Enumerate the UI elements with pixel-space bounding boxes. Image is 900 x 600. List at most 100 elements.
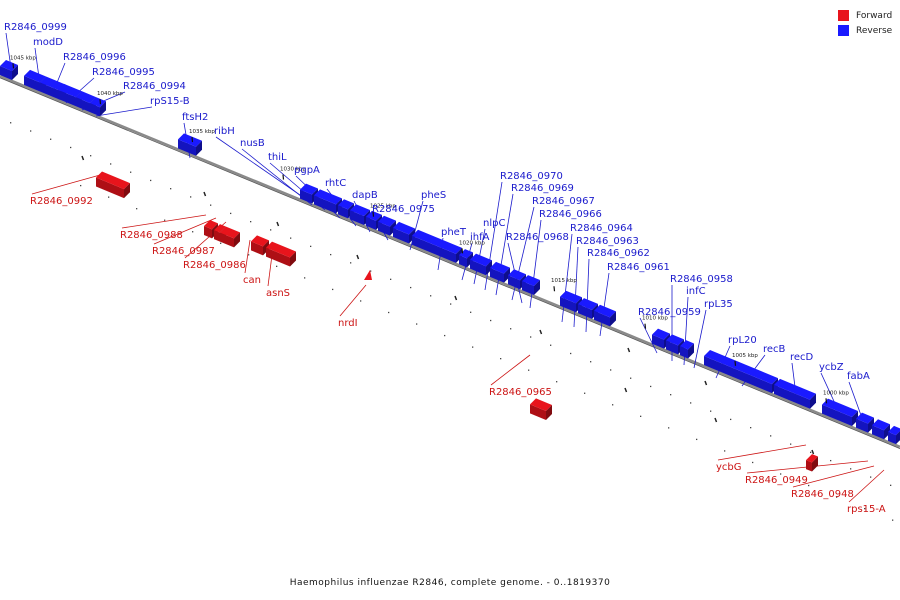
gene-rev-19[interactable] [522,275,540,296]
gene-rev-27[interactable] [774,378,816,409]
track-dot [190,196,192,198]
leader-r2846-0964 [561,233,573,323]
label-r2846-0962[interactable]: R2846_0962 [587,248,650,259]
label-ycbz[interactable]: ycbZ [819,362,844,373]
gene-rev-5[interactable] [90,97,106,117]
label-can[interactable]: can [243,275,261,286]
track-dot [850,468,852,470]
label-phet[interactable]: pheT [441,227,467,238]
leader-asns [267,254,273,287]
track-dash [704,380,708,386]
track-dot [332,288,334,291]
gene-rev-6[interactable] [178,133,202,156]
label-ribh[interactable]: ribH [214,126,235,137]
label-rhtc[interactable]: rhtC [325,178,346,189]
track-dot [450,303,452,305]
label-r2846-0986[interactable]: R2846_0986 [183,260,246,271]
track-dot [310,245,312,248]
label-faba[interactable]: fabA [847,371,870,382]
gene-fwd-5[interactable] [266,241,296,267]
track-dot [150,179,152,182]
label-nusb[interactable]: nusB [240,138,265,149]
label-recb[interactable]: recB [763,344,786,355]
track-dot [330,253,332,256]
label-r2846-0999[interactable]: R2846_0999 [4,22,67,33]
label-r2846-0988[interactable]: R2846_0988 [120,230,183,241]
track-dot [304,277,306,279]
track-dash [276,221,280,227]
track-dash [627,347,631,353]
gene-rev-28[interactable] [822,398,858,427]
label-rpl20[interactable]: rpL20 [728,335,757,346]
track-dot [500,358,502,360]
track-dot [670,394,672,396]
axis-line [0,74,900,448]
gene-rev-29[interactable] [856,412,874,433]
tick-mark [734,360,737,366]
track-dot [164,219,166,221]
label-recd[interactable]: recD [790,352,814,363]
track-dot [10,122,12,124]
gene-nrdi-marker[interactable] [364,270,372,280]
gene-fwd-0[interactable] [96,171,130,199]
label-r2846-0970[interactable]: R2846_0970 [500,171,563,182]
reverse-swatch [838,25,849,36]
label-pgpa[interactable]: pgpA [294,165,320,176]
label-nlpc[interactable]: nlpC [483,218,505,229]
leader-ycbg [717,444,807,461]
gene-rev-22[interactable] [594,304,616,327]
label-modd[interactable]: modD [33,37,63,48]
label-r2846-0958[interactable]: R2846_0958 [670,274,733,285]
label-r2846-0961[interactable]: R2846_0961 [607,262,670,273]
label-ftsh2[interactable]: ftsH2 [182,112,208,123]
label-nrdi[interactable]: nrdI [338,318,358,329]
track-dot [220,242,222,244]
gene-rev-8[interactable] [314,189,342,214]
label-r2846-0992[interactable]: R2846_0992 [30,196,93,207]
tick-label: 1025 kbp [370,204,396,210]
label-r2846-0987[interactable]: R2846_0987 [152,246,215,257]
label-infc[interactable]: infC [686,286,706,297]
strand-legend: Forward Reverse [838,8,898,38]
label-ycbg[interactable]: ycbG [716,462,742,473]
label-r2846-0949[interactable]: R2846_0949 [745,475,808,486]
label-rpl35[interactable]: rpL35 [704,299,733,310]
gene-fwd-7[interactable] [806,454,818,472]
label-r2846-0975[interactable]: R2846_0975 [372,204,435,215]
gene-rev-25[interactable] [680,340,694,359]
label-r2846-0995[interactable]: R2846_0995 [92,67,155,78]
gene-rev-31[interactable] [888,425,900,445]
label-r2846-0959[interactable]: R2846_0959 [638,307,701,318]
label-phes[interactable]: pheS [421,190,446,201]
track-dot [668,427,670,429]
gene-fwd-6[interactable] [530,398,552,420]
label-rps15-b[interactable]: rpS15-B [150,96,190,107]
gene-rev-17[interactable] [490,261,510,283]
label-r2846-0963[interactable]: R2846_0963 [576,236,639,247]
label-rps15-a[interactable]: rps15-A [847,504,886,515]
leader-r2846-0948 [792,465,875,488]
label-r2846-0966[interactable]: R2846_0966 [539,209,602,220]
label-dapb[interactable]: dapB [352,190,378,201]
label-r2846-0967[interactable]: R2846_0967 [532,196,595,207]
label-r2846-0969[interactable]: R2846_0969 [511,183,574,194]
label-r2846-0965[interactable]: R2846_0965 [489,387,552,398]
track-dot [590,361,592,363]
gene-rev-9[interactable] [338,199,354,219]
label-r2846-0968[interactable]: R2846_0968 [506,232,569,243]
label-asns[interactable]: asnS [266,288,290,299]
label-ihfa[interactable]: ihfA [470,232,490,243]
genome-caption: Haemophilus influenzae R2846, complete g… [289,578,611,588]
gene-rev-30[interactable] [872,419,890,440]
label-r2846-0964[interactable]: R2846_0964 [570,223,633,234]
label-r2846-0996[interactable]: R2846_0996 [63,52,126,63]
track-dot [890,484,892,486]
gene-fwd-3[interactable] [220,226,240,248]
label-thil[interactable]: thiL [268,152,287,163]
gene-rev-16[interactable] [470,253,492,276]
label-r2846-0994[interactable]: R2846_0994 [123,81,186,92]
track-dash [356,254,360,260]
label-r2846-0948[interactable]: R2846_0948 [791,489,854,500]
tick-label: 1020 kbp [459,240,485,246]
axis-dots [10,122,894,521]
